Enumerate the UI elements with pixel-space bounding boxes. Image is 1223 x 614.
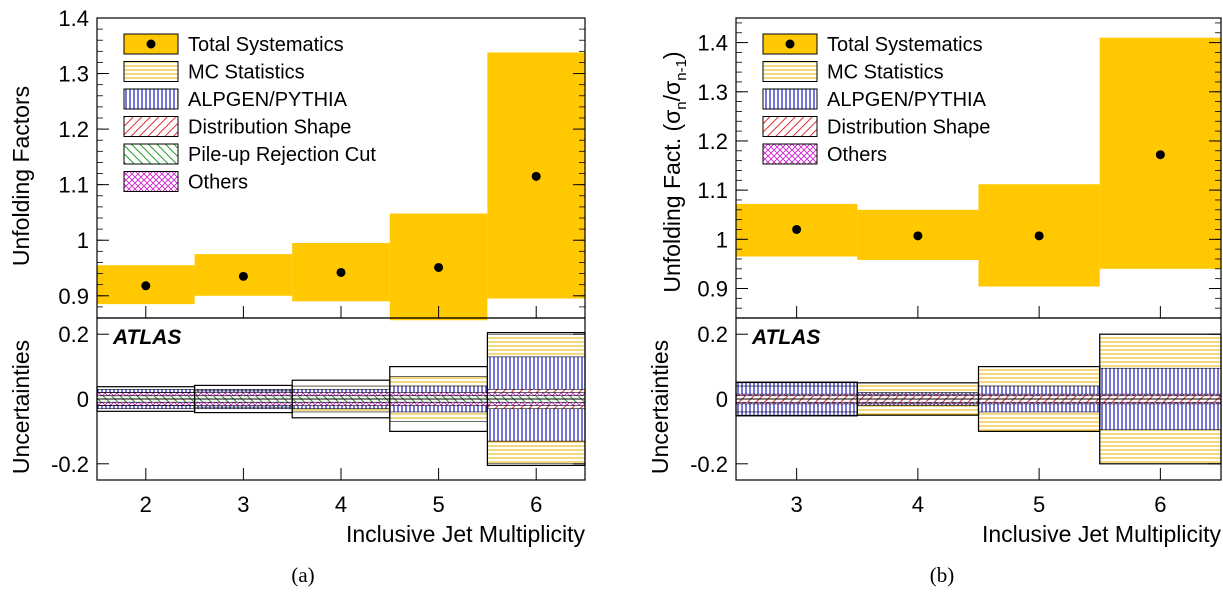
xtick-label: 3 [237,492,249,517]
xtick-label: 6 [1154,492,1166,517]
atlas-label: ATLAS [751,326,820,349]
bottom-ytick-label: -0.2 [51,452,89,477]
bottom-ytick-label: 0 [77,387,89,412]
bottom-ytick-label: 0.2 [58,322,89,347]
top-ytick-label: 1.2 [697,129,728,154]
legend-label: Others [188,172,248,194]
bottom-ytick-label: 0 [716,387,728,412]
legend-entry: MC Statistics [123,61,305,84]
top-ytick-label: 1.2 [58,117,89,142]
atlas-label: ATLAS [112,326,181,349]
top-ytick-label: 1.4 [697,31,728,56]
legend-label: Total Systematics [827,34,983,56]
xtick-label: 6 [530,492,542,517]
legend-label: MC Statistics [827,62,944,84]
top-ytick-label: 1.1 [58,173,89,198]
legend-label: Total Systematics [188,34,344,56]
legend-label: Distribution Shape [188,117,351,139]
top-ytick-label: 0.9 [697,276,728,301]
top-ytick-label: 1.3 [697,80,728,105]
legend-entry: Distribution Shape [762,116,990,139]
panel-a: 0.9 1 1.1 1.2 1.3 1.4 -0.2 0 0.2 2 3 4 5 6 Inclusive J… [8,6,586,587]
legend-marker [785,39,795,49]
legend-entry: Total Systematics [123,33,344,56]
xtick-label: 4 [335,492,347,517]
central-point-3 [792,224,802,234]
xtick-label: 2 [140,492,152,517]
legend-label: ALPGEN/PYTHIA [827,89,987,111]
legend-swatch [762,88,818,110]
top-y-axis-label: Unfolding Fact. (σn/σn-1) [659,51,690,292]
legend-swatch [123,116,179,137]
legend-marker [146,39,156,49]
central-point-6 [1155,150,1165,160]
legend-swatch [123,171,179,192]
legend-swatch [762,61,818,82]
legend-entry: MC Statistics [762,61,944,84]
legend-entry: Total Systematics [762,33,983,56]
legend-entry: Pile-up Rejection Cut [123,143,376,166]
legend-entry: Distribution Shape [123,116,351,139]
top-y-axis-label: Unfolding Factors [8,86,34,266]
top-ytick-label: 1 [77,228,89,253]
legend-swatch [123,88,179,110]
legend-entry: Others [762,143,887,166]
x-axis-label: Inclusive Jet Multiplicity [346,521,586,547]
legend-entry: Others [123,171,248,194]
xtick-label: 4 [912,492,924,517]
top-ytick-label: 1.3 [58,62,89,87]
bottom-y-axis-label: Uncertainties [8,340,34,474]
bottom-y-axis-label: Uncertainties [647,340,673,474]
legend-swatch [123,61,179,82]
central-point-6 [531,171,541,181]
legend-label: MC Statistics [188,62,305,84]
bottom-ytick-label: 0.2 [697,322,728,347]
x-axis-label: Inclusive Jet Multiplicity [982,521,1222,547]
bottom-ytick-label: -0.2 [690,452,728,477]
panel-caption: (a) [291,563,314,587]
top-ytick-label: 0.9 [58,284,89,309]
legend-entry: ALPGEN/PYTHIA [123,88,348,111]
panel-caption: (b) [930,563,955,587]
top-ytick-label: 1.1 [697,178,728,203]
legend-label: Others [827,144,887,166]
panel-b: 0.9 1 1.1 1.2 1.3 1.4 -0.2 0 0.2 3 4 5 6 Inclusive Je… [647,17,1222,587]
central-point-5 [1034,231,1044,241]
central-point-4 [336,267,346,277]
legend-swatch [123,143,179,165]
central-point-5 [434,262,444,272]
legend-swatch [762,116,818,137]
central-point-4 [913,231,923,241]
legend-entry: ALPGEN/PYTHIA [762,88,987,111]
legend-label: ALPGEN/PYTHIA [188,89,348,111]
central-point-3 [238,271,248,281]
legend-label: Distribution Shape [827,117,990,139]
top-ytick-label: 1 [716,227,728,252]
xtick-label: 5 [1033,492,1045,517]
xtick-label: 5 [432,492,444,517]
legend-label: Pile-up Rejection Cut [188,144,376,166]
xtick-label: 3 [791,492,803,517]
central-point-2 [141,281,151,291]
top-ytick-label: 1.4 [58,6,89,31]
legend-swatch [762,143,818,165]
